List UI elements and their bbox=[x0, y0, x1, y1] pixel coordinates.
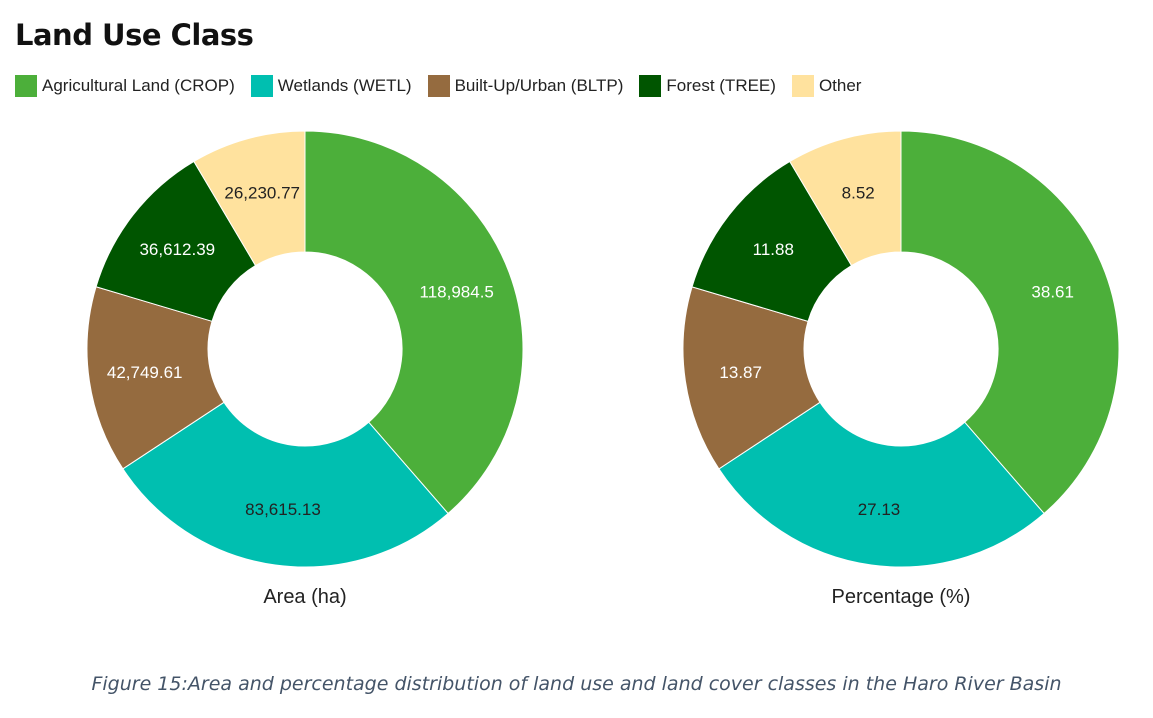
legend-item-bltp: Built-Up/Urban (BLTP) bbox=[427, 75, 624, 97]
data-label-wetl: 83,615.13 bbox=[245, 500, 321, 519]
chart-subtitle-1: Area (ha) bbox=[263, 586, 346, 608]
legend-swatch-other bbox=[791, 75, 814, 97]
legend-item-other: Other bbox=[791, 75, 862, 97]
data-label-other: 8.52 bbox=[842, 183, 875, 202]
slice-other bbox=[789, 130, 902, 267]
data-label-crop: 118,984.5 bbox=[420, 283, 494, 302]
slice-wetl bbox=[718, 401, 1045, 568]
legend: Agricultural Land (CROP) Wetlands (WETL)… bbox=[15, 75, 877, 97]
legend-item-crop: Agricultural Land (CROP) bbox=[15, 75, 235, 97]
legend-swatch-crop bbox=[15, 75, 37, 97]
legend-label-tree: Forest (TREE) bbox=[666, 76, 776, 95]
slice-tree bbox=[95, 160, 257, 322]
legend-item-wetl: Wetlands (WETL) bbox=[250, 75, 412, 97]
legend-swatch-wetl bbox=[250, 75, 273, 97]
data-label-wetl: 27.13 bbox=[858, 500, 901, 519]
legend-label-crop: Agricultural Land (CROP) bbox=[42, 76, 235, 95]
slice-crop bbox=[304, 130, 524, 515]
slice-tree bbox=[691, 160, 853, 322]
donut-chart-2: 38.61 27.13 13.87 11.88 8.52 Percentage (%) bbox=[682, 130, 1120, 608]
chart-subtitle-2: Percentage (%) bbox=[832, 586, 971, 608]
data-label-bltp: 42,749.61 bbox=[107, 363, 183, 382]
data-label-bltp: 13.87 bbox=[719, 363, 762, 382]
legend-item-tree: Forest (TREE) bbox=[639, 75, 776, 97]
data-label-other: 26,230.77 bbox=[224, 183, 300, 202]
chart-title: Land Use Class bbox=[15, 18, 254, 52]
slice-wetl bbox=[122, 401, 449, 568]
legend-label-bltp: Built-Up/Urban (BLTP) bbox=[454, 76, 624, 95]
donut-charts: 118,984.5 83,615.13 42,749.61 36,612.39 26,2… bbox=[86, 130, 1120, 608]
donut-chart-1: 118,984.5 83,615.13 42,749.61 36,612.39 26,2… bbox=[86, 130, 524, 608]
slice-other bbox=[193, 130, 306, 267]
slice-crop bbox=[900, 130, 1120, 515]
data-label-crop: 38.61 bbox=[1031, 283, 1074, 302]
legend-swatch-bltp bbox=[427, 75, 450, 97]
legend-swatch-tree bbox=[639, 75, 662, 97]
legend-label-wetl: Wetlands (WETL) bbox=[277, 76, 412, 95]
legend-label-other: Other bbox=[818, 76, 862, 95]
slice-bltp bbox=[682, 286, 821, 470]
figure-caption: Figure 15:Area and percentage distributi… bbox=[91, 673, 1062, 695]
data-label-tree: 11.88 bbox=[753, 240, 794, 259]
data-label-tree: 36,612.39 bbox=[139, 240, 215, 259]
slice-bltp bbox=[86, 286, 225, 470]
